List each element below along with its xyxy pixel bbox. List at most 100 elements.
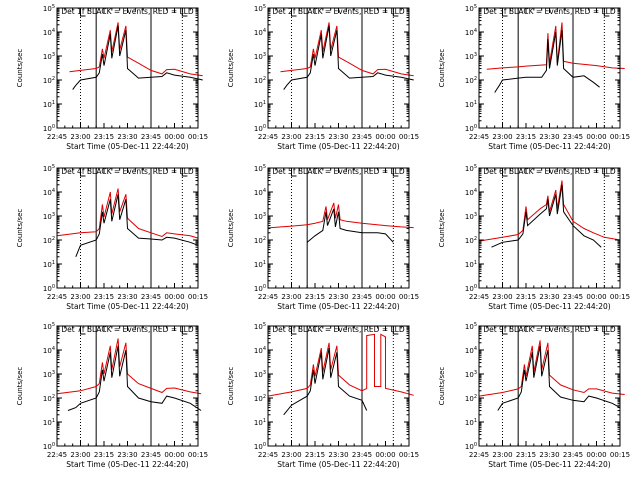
chart-title: Det 7f BLACK = Events, RED = LLD xyxy=(61,325,194,334)
x-axis-label: Start Time (05-Dec-11 22:44:20) xyxy=(66,460,188,469)
y-tick-label: 105 xyxy=(254,322,266,331)
y-tick-base: 10 xyxy=(465,395,474,403)
x-tick-label: 22:45 xyxy=(258,133,278,141)
x-tick-label: 23:30 xyxy=(328,133,348,141)
x-tick-label: 00:00 xyxy=(586,133,606,141)
x-axis-label: Start Time (05-Dec-11 22:44:20) xyxy=(488,460,610,469)
x-tick-label: 00:00 xyxy=(164,133,184,141)
y-tick-exponent: 4 xyxy=(52,188,55,194)
x-tick-label: 22:45 xyxy=(47,293,67,301)
y-tick-base: 10 xyxy=(254,285,263,293)
y-tick-base: 10 xyxy=(465,261,474,269)
x-tick-label: 00:00 xyxy=(375,293,395,301)
y-tick-base: 10 xyxy=(254,189,263,197)
x-tick-label: 23:30 xyxy=(539,293,559,301)
y-tick-label: 100 xyxy=(465,442,477,451)
x-tick-label: 23:15 xyxy=(305,293,325,301)
y-tick-base: 10 xyxy=(43,261,52,269)
y-tick-label: 104 xyxy=(465,346,477,355)
y-tick-base: 10 xyxy=(43,101,52,109)
x-tick-label: 22:45 xyxy=(258,293,278,301)
y-tick-label: 100 xyxy=(43,124,55,133)
x-axis-label: Start Time (05-Dec-11 22:44:20) xyxy=(277,302,399,311)
y-tick-base: 10 xyxy=(43,125,52,133)
red-series-line xyxy=(267,333,414,397)
y-tick-label: 101 xyxy=(465,100,477,109)
x-tick-label: 22:45 xyxy=(469,293,489,301)
x-tick-label: 23:00 xyxy=(281,293,301,301)
y-tick-base: 10 xyxy=(465,77,474,85)
y-tick-exponent: 1 xyxy=(52,260,55,266)
y-tick-exponent: 5 xyxy=(263,4,266,10)
y-tick-label: 100 xyxy=(254,124,266,133)
x-tick-label: 23:45 xyxy=(352,293,372,301)
y-tick-label: 102 xyxy=(43,394,55,403)
y-tick-base: 10 xyxy=(254,395,263,403)
y-tick-base: 10 xyxy=(43,189,52,197)
x-tick-label: 00:00 xyxy=(586,293,606,301)
x-tick-label: 23:15 xyxy=(516,133,536,141)
flag-marker xyxy=(603,169,610,177)
y-tick-base: 10 xyxy=(43,165,52,173)
x-tick-label: 23:45 xyxy=(352,451,372,459)
chart-title: Det 3f BLACK = Events, RED = LLD xyxy=(483,7,616,16)
x-axis-label: Start Time (05-Dec-11 22:44:20) xyxy=(488,142,610,151)
y-tick-base: 10 xyxy=(254,261,263,269)
y-tick-exponent: 3 xyxy=(474,370,477,376)
y-tick-label: 102 xyxy=(465,236,477,245)
x-tick-label: 23:00 xyxy=(281,133,301,141)
y-tick-label: 104 xyxy=(254,188,266,197)
x-tick-label: 23:30 xyxy=(539,133,559,141)
black-series-line xyxy=(491,184,602,248)
y-tick-exponent: 0 xyxy=(474,442,477,448)
y-tick-label: 103 xyxy=(465,212,477,221)
x-tick-label: 23:30 xyxy=(117,133,137,141)
y-tick-label: 104 xyxy=(254,346,266,355)
x-tick-label: 23:15 xyxy=(516,293,536,301)
x-tick-label: 00:00 xyxy=(375,451,395,459)
y-tick-label: 103 xyxy=(43,212,55,221)
y-tick-label: 100 xyxy=(254,442,266,451)
y-tick-exponent: 3 xyxy=(474,52,477,58)
y-tick-label: 105 xyxy=(254,4,266,13)
y-tick-exponent: 1 xyxy=(263,260,266,266)
y-tick-exponent: 4 xyxy=(52,28,55,34)
y-tick-base: 10 xyxy=(43,285,52,293)
x-tick-label: 00:15 xyxy=(610,293,630,301)
black-series-line xyxy=(67,345,202,411)
y-tick-exponent: 5 xyxy=(52,4,55,10)
y-tick-base: 10 xyxy=(465,371,474,379)
x-tick-label: 00:15 xyxy=(610,451,630,459)
x-tick-label: 23:00 xyxy=(492,133,512,141)
y-tick-exponent: 0 xyxy=(52,442,55,448)
red-series-line xyxy=(280,22,414,77)
y-tick-label: 103 xyxy=(43,370,55,379)
y-tick-label: 102 xyxy=(254,394,266,403)
y-tick-base: 10 xyxy=(254,371,263,379)
y-tick-label: 105 xyxy=(465,4,477,13)
x-tick-label: 23:15 xyxy=(94,293,114,301)
y-tick-base: 10 xyxy=(43,213,52,221)
y-tick-exponent: 0 xyxy=(52,284,55,290)
y-tick-label: 100 xyxy=(43,442,55,451)
x-tick-label: 23:45 xyxy=(563,451,583,459)
y-tick-label: 101 xyxy=(43,100,55,109)
flag-marker xyxy=(392,9,399,17)
y-tick-exponent: 3 xyxy=(263,52,266,58)
y-tick-label: 102 xyxy=(254,76,266,85)
y-tick-base: 10 xyxy=(43,395,52,403)
y-tick-base: 10 xyxy=(465,165,474,173)
y-tick-base: 10 xyxy=(254,53,263,61)
y-tick-label: 102 xyxy=(43,236,55,245)
y-tick-exponent: 0 xyxy=(263,442,266,448)
x-tick-label: 23:45 xyxy=(141,293,161,301)
y-tick-exponent: 4 xyxy=(263,28,266,34)
x-axis-label: Start Time (05-Dec-11 22:44:20) xyxy=(66,302,188,311)
y-tick-base: 10 xyxy=(465,213,474,221)
y-tick-exponent: 2 xyxy=(263,76,266,82)
y-tick-label: 103 xyxy=(254,370,266,379)
